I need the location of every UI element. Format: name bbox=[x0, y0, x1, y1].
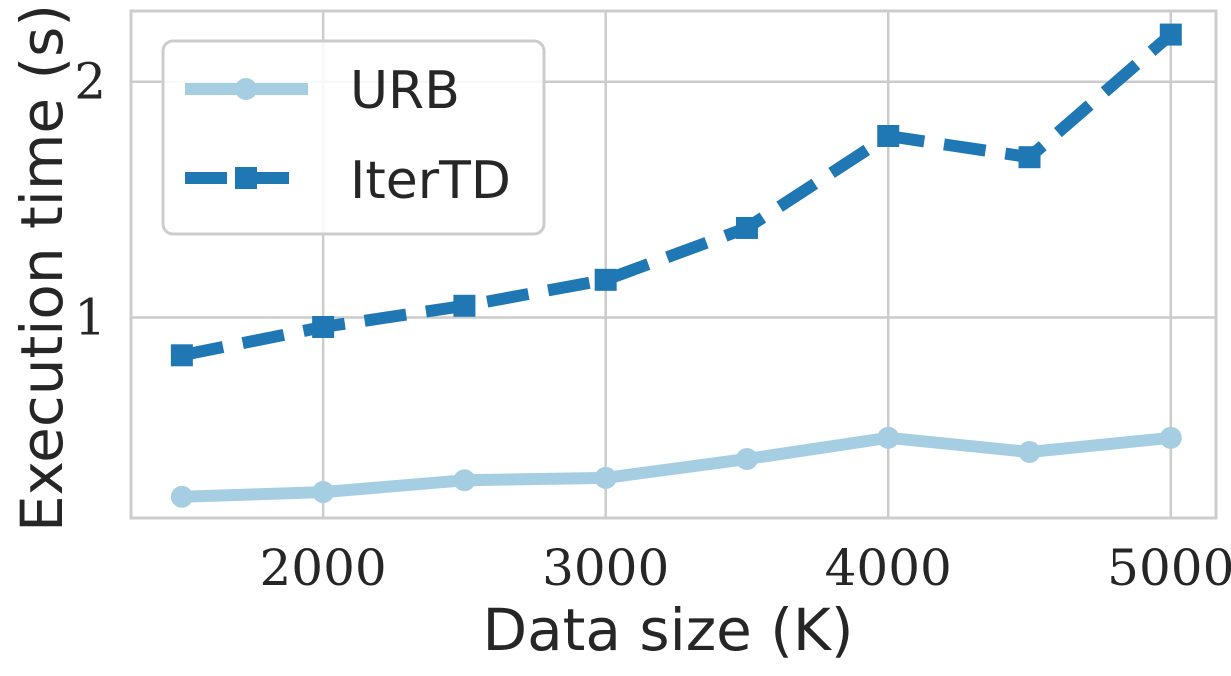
y-tick-label: 2 bbox=[74, 53, 106, 111]
x-axis-label: Data size (K) bbox=[482, 596, 853, 664]
legend-marker-urb bbox=[235, 78, 257, 100]
data-point-urb bbox=[312, 481, 335, 504]
legend-label-urb: URB bbox=[350, 61, 460, 121]
data-point-itertd bbox=[1159, 23, 1182, 46]
data-point-urb bbox=[1018, 440, 1041, 463]
x-tick-label: 4000 bbox=[825, 539, 952, 597]
x-tick-label: 5000 bbox=[1107, 539, 1231, 597]
data-point-itertd bbox=[312, 315, 335, 338]
series-line-itertd bbox=[180, 30, 1175, 362]
y-tick-label: 1 bbox=[74, 289, 106, 347]
tick-labels: 2000 3000 4000 5000 1 2 bbox=[74, 53, 1231, 597]
data-point-itertd bbox=[877, 124, 900, 147]
series-layer bbox=[170, 23, 1182, 508]
data-point-urb bbox=[735, 448, 758, 471]
data-point-itertd bbox=[1018, 146, 1041, 169]
data-point-urb bbox=[170, 485, 193, 508]
data-point-urb bbox=[594, 466, 617, 489]
legend-marker-itertd bbox=[235, 167, 257, 189]
data-point-itertd bbox=[170, 344, 193, 367]
series-line-urb bbox=[181, 431, 1172, 503]
data-point-urb bbox=[453, 469, 476, 492]
data-point-itertd bbox=[453, 294, 476, 317]
legend: URB IterTD bbox=[161, 39, 546, 236]
legend-label-itertd: IterTD bbox=[350, 151, 511, 211]
plot-frame bbox=[129, 9, 1218, 520]
x-tick-label: 2000 bbox=[260, 539, 387, 597]
data-point-urb bbox=[877, 426, 900, 449]
data-point-urb bbox=[1159, 426, 1182, 449]
data-point-itertd bbox=[594, 268, 617, 291]
data-point-itertd bbox=[735, 216, 758, 239]
y-axis-label: Execution time (s) bbox=[8, 4, 76, 532]
x-tick-label: 3000 bbox=[542, 539, 669, 597]
